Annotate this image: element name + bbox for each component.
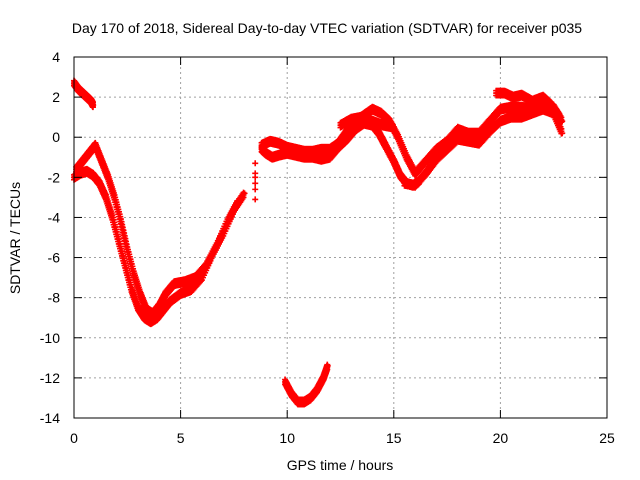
y-tick-label: -14 bbox=[40, 410, 60, 426]
y-tick-label: -10 bbox=[40, 330, 60, 346]
y-tick-label: -4 bbox=[48, 209, 61, 225]
y-tick-label: -2 bbox=[48, 169, 61, 185]
data-point-outlier-near-8.5h bbox=[252, 186, 259, 193]
y-tick-label: 4 bbox=[52, 49, 60, 65]
chart-title: Day 170 of 2018, Sidereal Day-to-day VTE… bbox=[72, 20, 582, 36]
y-tick-label: 0 bbox=[52, 129, 60, 145]
data-point-early-high-track bbox=[90, 102, 97, 109]
x-tick-label: 25 bbox=[599, 430, 615, 446]
data-points bbox=[71, 77, 566, 408]
data-point-main-track-a bbox=[240, 194, 247, 201]
data-point-main-track-a bbox=[241, 190, 248, 197]
y-tick-label: -12 bbox=[40, 370, 60, 386]
x-tick-label: 5 bbox=[177, 430, 185, 446]
x-tick-label: 0 bbox=[70, 430, 78, 446]
y-tick-label: -6 bbox=[48, 250, 61, 266]
x-tick-label: 20 bbox=[493, 430, 509, 446]
data-point-main-track-b bbox=[234, 202, 241, 209]
x-tick-label: 10 bbox=[279, 430, 295, 446]
data-point-outlier-near-8.5h bbox=[252, 160, 259, 167]
data-point-main-track-b bbox=[235, 198, 242, 205]
data-point-outlier-near-8.5h bbox=[252, 174, 259, 181]
x-tick-labels: 0 5 10 15 20 25 bbox=[70, 430, 615, 446]
y-tick-label: 2 bbox=[52, 89, 60, 105]
y-tick-labels: 4 2 0 -2 -4 -6 -8 -10 -12 -14 bbox=[40, 49, 60, 426]
data-point-outlier-near-8.5h bbox=[252, 196, 259, 203]
y-tick-label: -8 bbox=[48, 290, 61, 306]
data-point-outlier-near-8.5h bbox=[252, 180, 259, 187]
y-axis-label: SDTVAR / TECUs bbox=[7, 182, 23, 294]
x-axis-label: GPS time / hours bbox=[287, 457, 394, 473]
x-tick-label: 15 bbox=[386, 430, 402, 446]
